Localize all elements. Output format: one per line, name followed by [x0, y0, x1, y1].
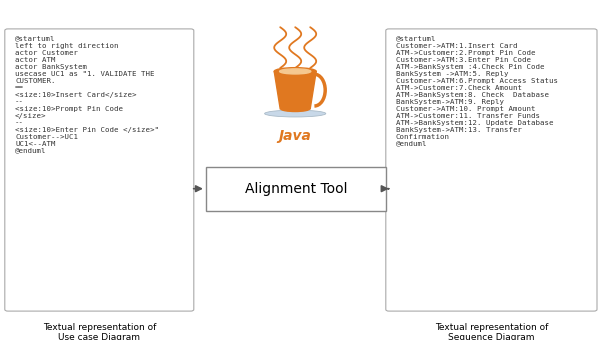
Ellipse shape: [265, 110, 326, 117]
FancyBboxPatch shape: [5, 29, 194, 311]
Ellipse shape: [274, 68, 316, 75]
Text: Alignment Tool: Alignment Tool: [245, 182, 347, 196]
FancyBboxPatch shape: [386, 29, 597, 311]
Text: Textual representation of
Sequence Diagram: Textual representation of Sequence Diagr…: [435, 323, 548, 340]
FancyBboxPatch shape: [206, 167, 386, 211]
Text: @startuml
left to right direction
actor Customer
actor ATM
actor BankSystem
usec: @startuml left to right direction actor …: [15, 36, 159, 154]
Text: Java: Java: [279, 129, 311, 143]
Text: @startuml
Customer->ATM:1.Insert Card
ATM->Customer:2.Prompt Pin Code
Customer->: @startuml Customer->ATM:1.Insert Card AT…: [396, 36, 558, 147]
Polygon shape: [274, 71, 316, 109]
Ellipse shape: [281, 106, 310, 112]
Text: Textual representation of
Use case Diagram: Textual representation of Use case Diagr…: [43, 323, 156, 340]
Ellipse shape: [280, 69, 311, 74]
